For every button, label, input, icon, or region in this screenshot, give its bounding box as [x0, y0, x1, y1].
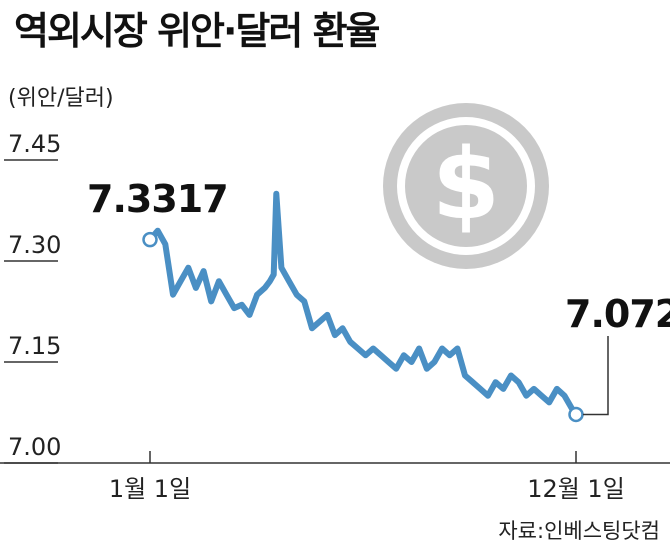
data-point — [326, 314, 328, 316]
data-point — [164, 243, 166, 245]
end-marker — [568, 406, 584, 423]
data-point — [388, 361, 390, 363]
data-point — [187, 267, 189, 269]
data-point — [403, 354, 405, 356]
data-point — [472, 381, 474, 383]
data-point — [449, 354, 451, 356]
data-point — [372, 348, 374, 350]
data-point — [195, 287, 197, 289]
data-point — [441, 348, 443, 350]
data-point — [433, 361, 435, 363]
data-point — [280, 267, 282, 269]
data-point — [311, 327, 313, 329]
data-point — [241, 304, 243, 306]
data-point — [172, 294, 174, 296]
data-point — [487, 395, 489, 397]
end-leader-line — [583, 336, 609, 416]
data-point — [479, 388, 481, 390]
annotation-layer: 7.3317 7.0721 — [87, 177, 670, 423]
data-point — [502, 388, 504, 390]
end-value-label: 7.0721 — [565, 292, 670, 336]
data-point — [548, 401, 550, 403]
start-value-label: 7.3317 — [87, 177, 228, 221]
data-point — [210, 300, 212, 302]
data-point — [525, 395, 527, 397]
start-marker — [142, 231, 158, 248]
data-point — [510, 374, 512, 376]
data-point — [296, 294, 298, 296]
y-tick-label: 7.00 — [8, 433, 61, 461]
y-tick-label: 7.30 — [8, 231, 61, 259]
data-point — [418, 348, 420, 350]
data-point — [226, 294, 228, 296]
data-point — [303, 300, 305, 302]
series-layer — [147, 190, 579, 418]
data-point — [541, 395, 543, 397]
data-point — [564, 395, 566, 397]
dollar-coin-icon: $ — [383, 103, 549, 269]
data-point — [357, 348, 359, 350]
data-point — [518, 381, 520, 383]
y-axis: 7.45 7.30 7.15 7.00 — [4, 130, 61, 464]
data-point — [275, 193, 277, 195]
data-point — [395, 368, 397, 370]
data-point — [269, 280, 271, 282]
x-tick-label: 1월 1일 — [109, 475, 191, 503]
data-point — [349, 341, 351, 343]
data-point — [233, 307, 235, 309]
data-point — [556, 388, 558, 390]
data-point — [157, 230, 159, 232]
data-point — [256, 294, 258, 296]
data-point — [464, 374, 466, 376]
y-tick-label: 7.45 — [8, 130, 61, 158]
data-point — [264, 287, 266, 289]
data-point — [334, 334, 336, 336]
data-point — [456, 348, 458, 350]
svg-text:$: $ — [432, 128, 500, 242]
data-point — [203, 270, 205, 272]
data-point — [319, 321, 321, 323]
data-point — [365, 354, 367, 356]
data-point — [180, 280, 182, 282]
data-point — [288, 280, 290, 282]
source-label: 자료:인베스팅닷컴 — [498, 519, 660, 543]
data-point — [426, 368, 428, 370]
data-point — [380, 354, 382, 356]
y-tick-label: 7.15 — [8, 332, 61, 360]
x-tick-label: 12월 1일 — [527, 475, 625, 503]
data-point — [273, 273, 275, 275]
x-axis: 1월 1일 12월 1일 — [0, 451, 670, 503]
data-point — [533, 388, 535, 390]
data-point — [342, 327, 344, 329]
y-unit-label: (위안/달러) — [8, 86, 114, 111]
data-point — [495, 381, 497, 383]
data-point — [248, 314, 250, 316]
chart-title: 역외시장 위안·달러 환율 — [14, 9, 380, 53]
data-point — [218, 280, 220, 282]
data-point — [410, 361, 412, 363]
